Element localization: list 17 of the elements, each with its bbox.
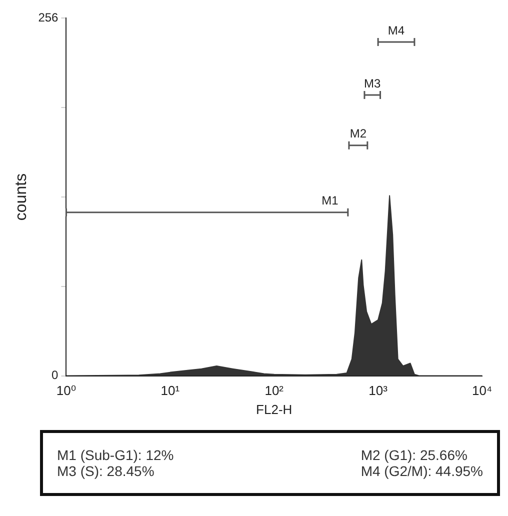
x-axis-title: FL2-H	[256, 402, 292, 417]
series-label: M2	[350, 126, 367, 141]
x-tick-label: 10³	[368, 383, 388, 398]
series-label: M3	[364, 76, 382, 90]
x-tick-label: 10¹	[160, 383, 180, 398]
text: M3 (S): 28.45%	[57, 463, 156, 479]
x-tick-label: 10⁴	[472, 383, 492, 398]
x-tick-label: 10²	[264, 383, 284, 398]
y-tick-label: 0	[52, 368, 59, 382]
series-label: M4	[388, 23, 405, 38]
series-label: M1	[322, 194, 339, 208]
text: M1 (Sub-G1): 12%	[57, 447, 175, 463]
text: M4 (G2/M): 44.95%	[360, 463, 483, 479]
text: M2 (G1): 25.66%	[360, 447, 468, 463]
y-tick-label: 256	[38, 10, 59, 25]
y-axis-title: counts	[13, 173, 30, 221]
x-tick-label: 10⁰	[56, 383, 76, 398]
